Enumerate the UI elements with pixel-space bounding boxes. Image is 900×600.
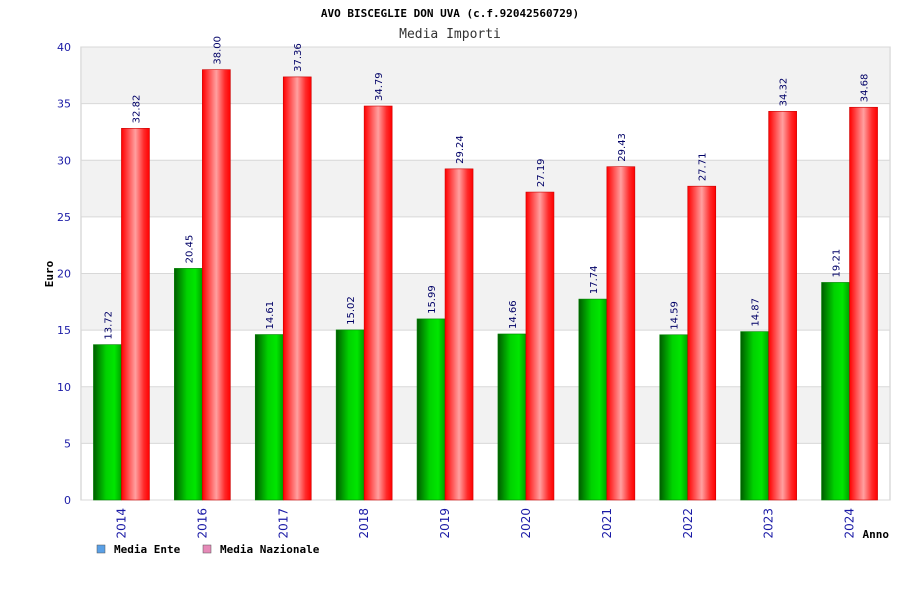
x-tick-label: 2024	[843, 508, 857, 539]
value-label: 15.02	[346, 296, 357, 325]
value-label: 29.43	[617, 133, 628, 162]
y-tick-label: 5	[64, 437, 71, 450]
value-label: 38.00	[212, 36, 223, 65]
bar-media-nazionale	[121, 128, 150, 501]
legend-label: Media Nazionale	[220, 543, 320, 556]
value-label: 27.19	[536, 158, 547, 187]
bar-media-nazionale	[768, 111, 797, 501]
bar-media-nazionale	[606, 166, 636, 501]
x-axis-ticks: 2014 2016 2017 2018 2019 2020 2021 2022 2023 2024	[114, 508, 856, 539]
bar-media-nazionale	[363, 105, 393, 501]
y-axis-ticks: 0 5 10 15 20 25 30 35 40	[57, 41, 71, 507]
legend: Media Ente Media Nazionale	[96, 543, 320, 556]
bar-media-ente	[821, 282, 850, 501]
y-tick-label: 40	[57, 41, 71, 54]
bar-media-ente	[416, 318, 446, 501]
bar-media-ente	[740, 331, 769, 501]
value-label: 34.32	[779, 78, 790, 107]
value-label: 27.71	[698, 153, 709, 182]
x-tick-label: 2019	[438, 508, 452, 539]
value-label: 34.79	[374, 72, 385, 101]
x-tick-label: 2014	[114, 508, 128, 539]
value-label: 32.82	[131, 95, 142, 124]
value-label: 34.68	[860, 74, 871, 103]
y-tick-label: 35	[57, 98, 71, 111]
y-tick-label: 0	[64, 494, 71, 507]
x-tick-label: 2021	[600, 508, 614, 539]
legend-swatch	[202, 544, 212, 554]
value-label: 14.87	[751, 298, 762, 327]
bar-media-nazionale	[282, 76, 312, 501]
bar-media-nazionale	[687, 185, 717, 501]
value-label: 29.24	[455, 135, 466, 164]
x-tick-label: 2020	[519, 508, 533, 539]
chart-title: AVO BISCEGLIE DON UVA (c.f.92042560729)	[321, 7, 579, 20]
bars	[93, 69, 878, 501]
bar-media-nazionale	[849, 106, 878, 501]
value-label: 19.21	[832, 249, 843, 278]
value-label: 14.66	[508, 300, 519, 329]
x-tick-label: 2016	[195, 508, 209, 539]
legend-label: Media Ente	[114, 543, 181, 556]
y-tick-label: 10	[57, 381, 71, 394]
bar-media-ente	[335, 329, 365, 501]
bar-media-nazionale	[525, 191, 555, 501]
value-label: 15.99	[427, 285, 438, 314]
bar-media-nazionale	[444, 168, 474, 501]
y-tick-label: 15	[57, 324, 71, 337]
value-label: 20.45	[184, 235, 195, 264]
bar-media-nazionale	[202, 69, 231, 501]
x-axis-label: Anno	[863, 528, 890, 541]
x-tick-label: 2023	[762, 508, 776, 539]
x-tick-label: 2018	[357, 508, 371, 539]
bar-media-ente	[497, 333, 527, 501]
y-axis-label: Euro	[43, 260, 56, 287]
y-tick-label: 30	[57, 154, 71, 167]
chart-subtitle: Media Importi	[399, 27, 501, 42]
value-label: 14.61	[265, 301, 276, 330]
value-labels: 13.72 32.82 20.45 38.00 14.61 37.36 15.02 34.79…	[103, 36, 870, 340]
bar-media-ente	[174, 268, 203, 501]
value-label: 17.74	[589, 265, 600, 294]
bar-media-ente	[254, 334, 284, 501]
y-tick-label: 25	[57, 211, 71, 224]
bar-media-ente	[578, 298, 608, 501]
bar-media-ente	[93, 344, 122, 501]
legend-swatch	[96, 544, 106, 554]
value-label: 13.72	[103, 311, 114, 340]
x-tick-label: 2017	[276, 508, 290, 539]
y-tick-label: 20	[57, 268, 71, 281]
bar-media-ente	[659, 334, 689, 501]
x-tick-label: 2022	[681, 508, 695, 539]
value-label: 37.36	[293, 43, 304, 72]
value-label: 14.59	[670, 301, 681, 330]
